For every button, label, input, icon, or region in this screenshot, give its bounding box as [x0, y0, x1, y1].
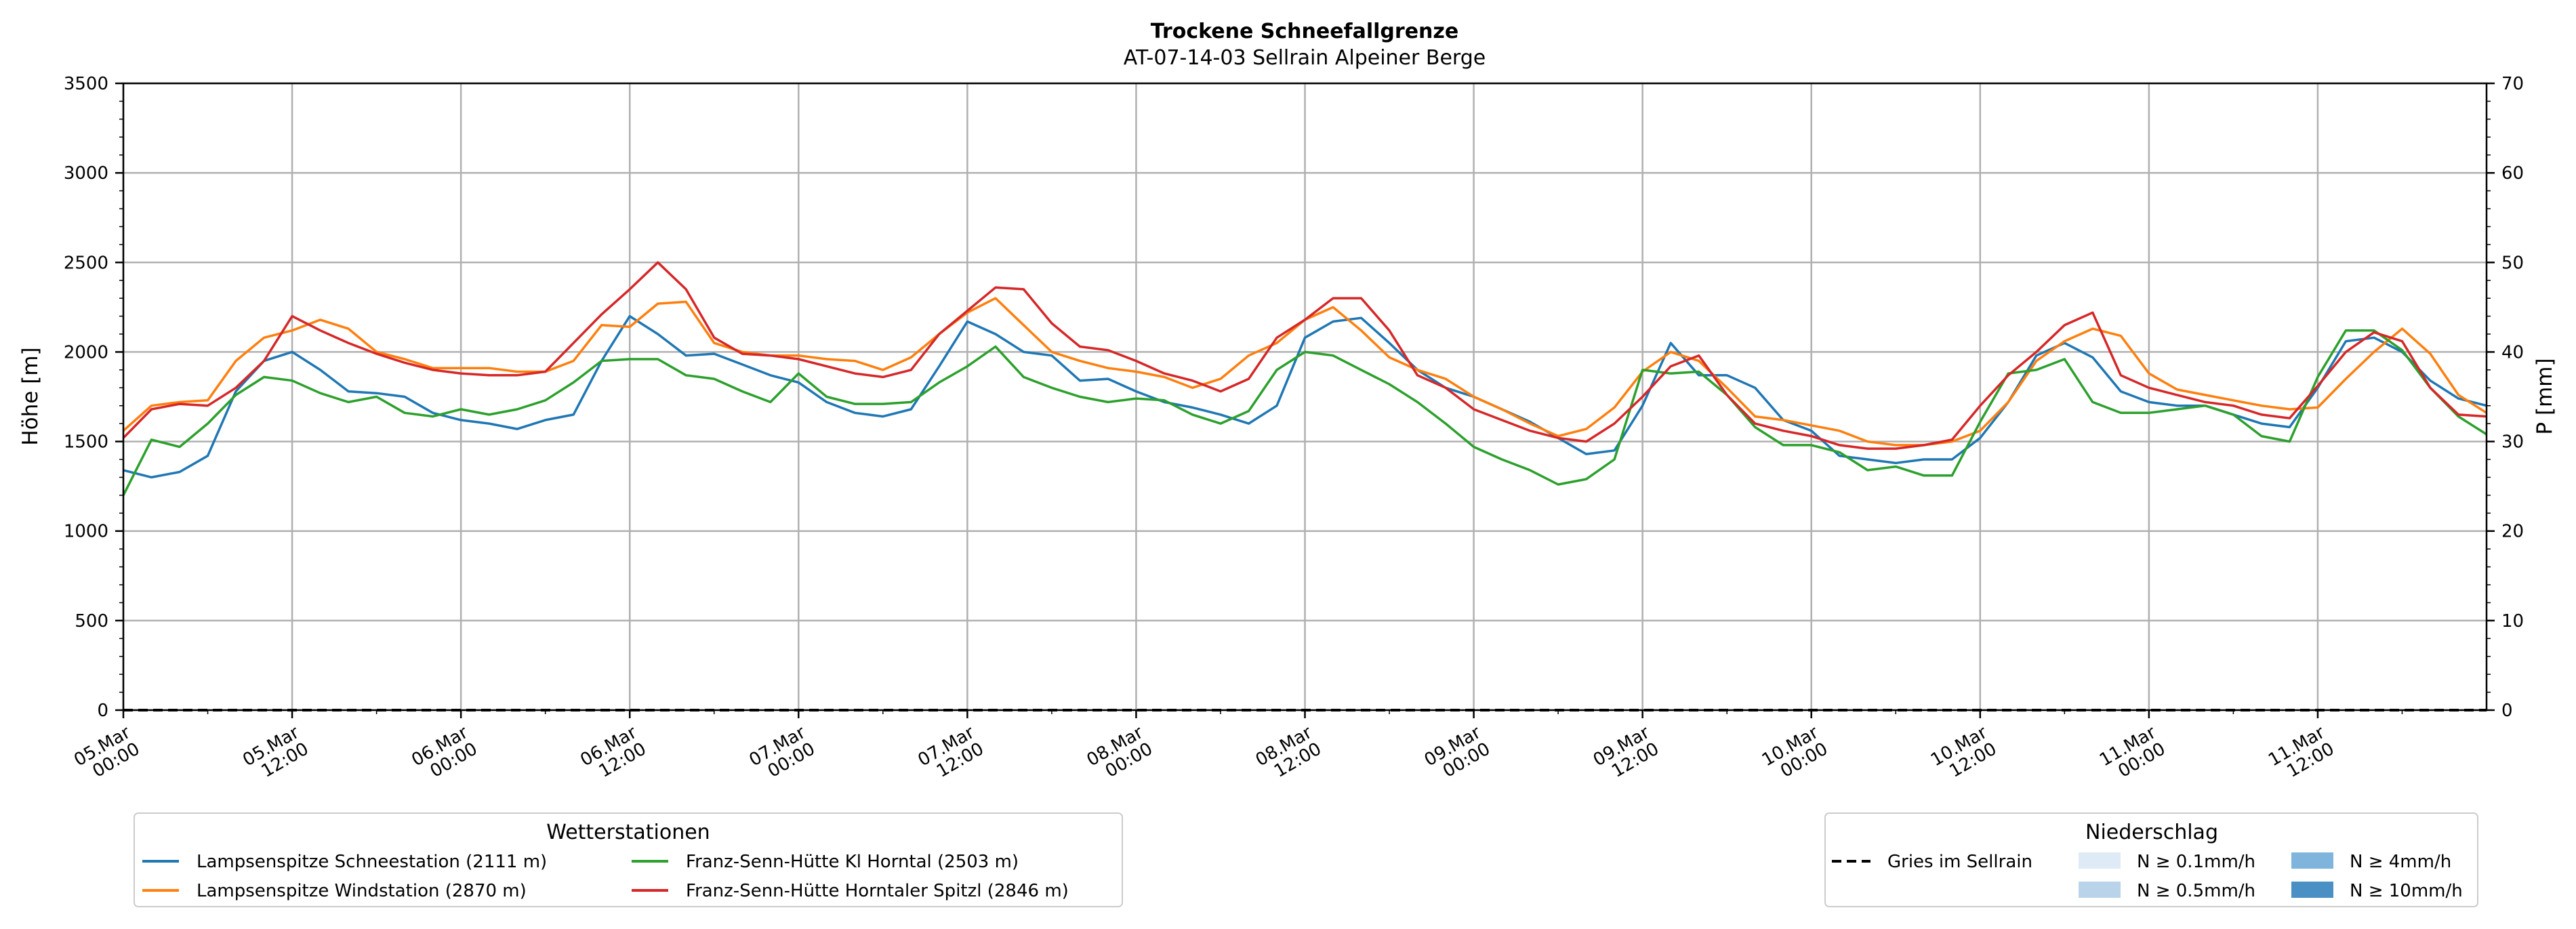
chart-subtitle: AT-07-14-03 Sellrain Alpeiner Berge: [1124, 46, 1486, 70]
x-tick-label: 10.Mar00:00: [1759, 722, 1832, 787]
x-tick-label: 08.Mar12:00: [1252, 722, 1326, 787]
y-right-tick-label: 20: [2501, 522, 2524, 542]
legend-swatch-n-4: [2291, 852, 2333, 869]
x-tick-label: 07.Mar00:00: [745, 722, 819, 787]
legend-entry-gries: Gries im Sellrain: [1887, 852, 2032, 872]
x-tick-label: 05.Mar00:00: [70, 722, 144, 787]
legend-swatch-n-0-1: [2079, 852, 2121, 869]
y-tick-label: 1000: [64, 522, 108, 542]
axis-ticks: 0 500 1000 1500 2000 2500 3000 3500 0 10 20 30 40 50 6…: [64, 74, 2524, 787]
series-line-1: [123, 314, 2487, 479]
legend-entry-kl-horntal: Franz-Senn-Hütte Kl Horntal (2503 m): [686, 852, 1019, 872]
y-right-tick-label: 50: [2501, 253, 2524, 273]
y-right-tick-label: 60: [2501, 163, 2524, 184]
y-right-tick-label: 0: [2501, 701, 2513, 721]
x-tick-label: 10.Mar12:00: [1927, 722, 2001, 787]
y-tick-label: 0: [97, 701, 108, 721]
y-right-tick-label: 40: [2501, 342, 2524, 363]
series-line-4: [122, 261, 2487, 450]
y-right-tick-label: 30: [2501, 432, 2524, 453]
legend-entry-windstation: Lampsenspitze Windstation (2870 m): [197, 881, 527, 901]
legend-entry-schneestation: Lampsenspitze Schneestation (2111 m): [197, 852, 547, 872]
legend-stations-frame: [134, 812, 1123, 907]
x-tick-label: 08.Mar00:00: [1084, 722, 1157, 787]
y-right-tick-label: 70: [2501, 74, 2524, 94]
y-tick-label: 500: [75, 611, 108, 632]
y-tick-label: 2500: [64, 253, 108, 273]
legend-swatch-n-0-5: [2079, 882, 2121, 898]
legend-entry-n-0-5: N ≥ 0.5mm/h: [2137, 881, 2255, 901]
y-tick-label: 2000: [64, 342, 108, 363]
x-tick-label: 11.Mar12:00: [2265, 722, 2338, 787]
legend-precipitation: Niederschlag Gries im Sellrain N ≥ 0.1mm…: [1824, 812, 2478, 907]
legend-entry-n-4: N ≥ 4mm/h: [2350, 852, 2451, 872]
y-right-tick-label: 10: [2501, 611, 2524, 632]
y-tick-label: 3000: [64, 163, 108, 184]
legend-entry-n-0-1: N ≥ 0.1mm/h: [2137, 852, 2255, 872]
x-tick-label: 09.Mar12:00: [1590, 722, 1663, 787]
x-tick-label: 06.Mar12:00: [577, 722, 650, 787]
legend-stations-title: Wetterstationen: [546, 821, 710, 844]
y-axis-label: Höhe [m]: [18, 347, 43, 445]
legend-entry-n-10: N ≥ 10mm/h: [2350, 881, 2463, 901]
x-tick-label: 11.Mar00:00: [2096, 722, 2169, 787]
x-tick-label: 06.Mar00:00: [408, 722, 481, 787]
series-line-3: [122, 329, 2487, 496]
legend-stations: Wetterstationen Lampsenspitze Schneestat…: [134, 812, 1123, 907]
y-tick-label: 3500: [64, 74, 108, 94]
x-tick-label: 05.Mar12:00: [239, 722, 312, 787]
chart-title: Trockene Schneefallgrenze: [1151, 20, 1458, 43]
y-tick-label: 1500: [64, 432, 108, 453]
legend-precip-title: Niederschlag: [2085, 821, 2218, 844]
x-tick-label: 09.Mar00:00: [1421, 722, 1494, 787]
legend-entry-horntaler-spitzl: Franz-Senn-Hütte Horntaler Spitzl (2846 …: [686, 881, 1069, 901]
x-tick-label: 07.Mar12:00: [915, 722, 988, 787]
legend-swatch-n-10: [2291, 882, 2333, 898]
y-axis-label-right: P [mm]: [2533, 358, 2557, 434]
